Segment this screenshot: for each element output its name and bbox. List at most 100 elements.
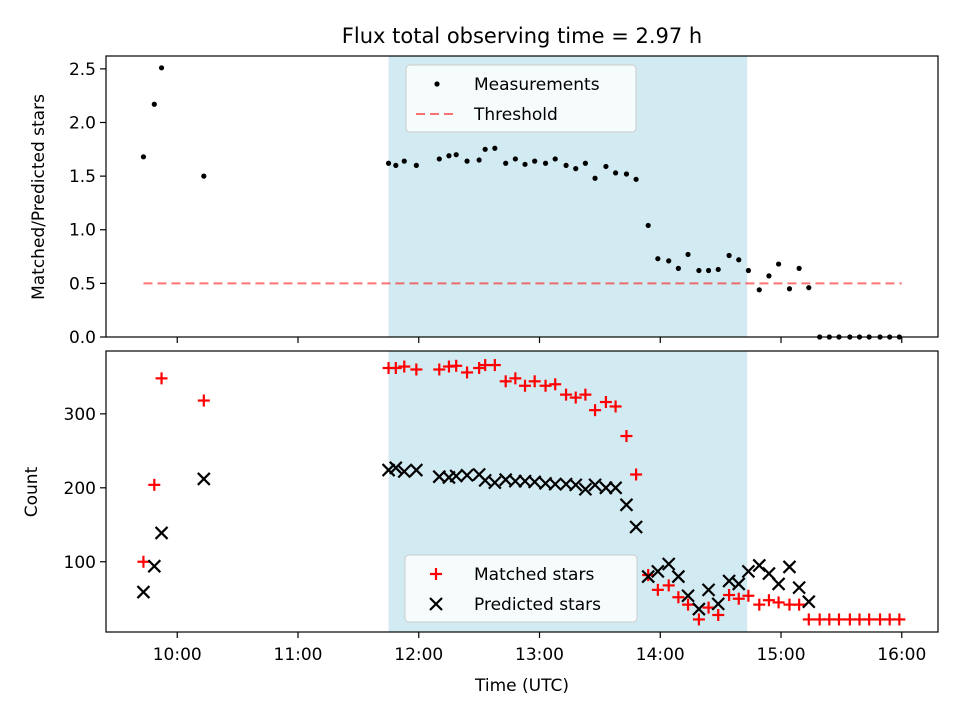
measurement-point xyxy=(666,258,672,264)
measurement-point xyxy=(453,152,459,158)
predicted-star-point xyxy=(629,520,643,534)
predicted-star-point xyxy=(548,477,562,491)
measurement-point xyxy=(401,158,407,164)
top-legend-box xyxy=(405,64,637,133)
matched-star-point xyxy=(599,396,612,409)
matched-star-point xyxy=(155,372,168,385)
measurement-point xyxy=(685,251,691,258)
predicted-star-point xyxy=(588,478,602,492)
top-ytick-label: 1.0 xyxy=(69,221,96,241)
measurement-point xyxy=(655,256,661,262)
predicted-star-point xyxy=(508,474,523,488)
predicted-star-point xyxy=(197,472,211,486)
measurement-point xyxy=(158,65,165,71)
matched-star-point xyxy=(702,601,715,614)
matched-star-point xyxy=(732,592,745,605)
bottom-xlabel: Time (UTC) xyxy=(474,676,569,696)
measurement-point xyxy=(705,267,712,274)
bot-xtick-label: 11:00 xyxy=(274,645,323,665)
predicted-star-point xyxy=(527,475,542,489)
matched-star-point xyxy=(473,362,486,375)
matched-star-point xyxy=(569,391,582,404)
matched-star-point xyxy=(863,613,876,626)
top-ytick-label: 0.5 xyxy=(69,274,96,294)
top-ytick-label: 2.5 xyxy=(69,60,96,80)
matched-star-point xyxy=(509,372,522,385)
measurement-point xyxy=(512,156,518,162)
predicted-star-point xyxy=(681,588,695,603)
matched-star-point xyxy=(398,360,411,373)
measurement-point xyxy=(603,163,609,170)
predicted-star-point xyxy=(409,463,424,477)
measurement-point xyxy=(766,273,772,279)
top-legend: Measurements Threshold xyxy=(405,64,637,133)
top-ytick-label: 0.0 xyxy=(69,328,96,348)
matched-star-point xyxy=(148,478,161,491)
bot-ytick-label: 200 xyxy=(64,479,96,499)
matched-star-point xyxy=(560,388,573,401)
matched-star-point xyxy=(712,608,725,621)
bottom-yticks: 100 200 300 xyxy=(64,405,106,573)
legend-threshold-label: Threshold xyxy=(473,105,558,125)
predicted-star-point xyxy=(692,602,706,616)
top-xticks xyxy=(176,337,903,343)
legend-measurements-label: Measurements xyxy=(474,75,600,95)
measurement-point xyxy=(623,171,630,177)
measurement-point xyxy=(786,286,793,292)
matched-star-point xyxy=(488,359,501,372)
legend-predicted-marker xyxy=(429,597,443,611)
predicted-star-point xyxy=(488,475,502,490)
predicted-star-point xyxy=(608,481,623,495)
predicted-star-point xyxy=(460,468,474,483)
predicted-star-point xyxy=(671,569,686,584)
predicted-star-point xyxy=(661,557,676,571)
predicted-star-point xyxy=(651,564,665,579)
predicted-star-point xyxy=(619,498,634,512)
predicted-star-point xyxy=(711,597,726,611)
measurement-point xyxy=(715,266,721,273)
measurement-point xyxy=(796,265,802,271)
matched-star-point xyxy=(579,388,592,401)
predicted-star-point xyxy=(701,583,716,597)
predicted-star-point xyxy=(782,560,797,574)
measurement-point xyxy=(633,176,639,182)
bottom-ylabel: Count xyxy=(22,466,42,517)
bot-xtick-label: 12:00 xyxy=(394,645,443,665)
bottom-marks xyxy=(136,359,906,626)
measurement-point xyxy=(675,265,681,271)
matched-star-point xyxy=(893,613,906,626)
bot-xtick-label: 13:00 xyxy=(515,645,564,665)
matched-star-point xyxy=(461,366,474,379)
predicted-star-point xyxy=(741,564,756,579)
bottom-legend: Matched stars Predicted stars xyxy=(404,554,638,623)
top-yticks: 0.0 0.5 1.0 1.5 2.0 2.5 xyxy=(69,60,106,348)
predicted-star-point xyxy=(389,461,403,475)
matched-star-point xyxy=(519,379,532,392)
top-panel: 0.0 0.5 1.0 1.5 2.0 2.5 Matched/Predicted sta… xyxy=(29,55,939,348)
matched-star-point xyxy=(609,400,622,413)
chart-title: Flux total observing time = 2.97 h xyxy=(342,24,702,48)
bot-xtick-label: 16:00 xyxy=(877,645,926,665)
measurement-point xyxy=(436,156,442,162)
measurement-point xyxy=(492,145,498,151)
matched-star-point xyxy=(389,362,402,375)
predicted-star-point xyxy=(568,478,583,492)
matched-star-point xyxy=(723,589,736,602)
predicted-star-point xyxy=(147,559,162,573)
matched-star-point xyxy=(832,613,845,626)
measurement-point xyxy=(582,160,588,166)
bottom-xticks: 10:00 11:00 12:00 13:00 14:00 15:00 16:00 xyxy=(153,632,926,665)
matched-star-point xyxy=(528,375,541,388)
matched-star-point xyxy=(662,579,675,592)
matched-star-point xyxy=(620,430,633,443)
matched-star-point xyxy=(802,613,815,626)
measurement-point xyxy=(745,267,752,274)
measurement-point xyxy=(806,285,812,291)
matched-star-point xyxy=(682,598,695,611)
predicted-star-point xyxy=(578,482,593,497)
predicted-star-point xyxy=(771,577,786,591)
top-ylabel: Matched/Predicted stars xyxy=(29,94,49,300)
measurement-point xyxy=(542,160,549,166)
measurement-point xyxy=(696,267,702,274)
measurement-point xyxy=(612,170,619,176)
